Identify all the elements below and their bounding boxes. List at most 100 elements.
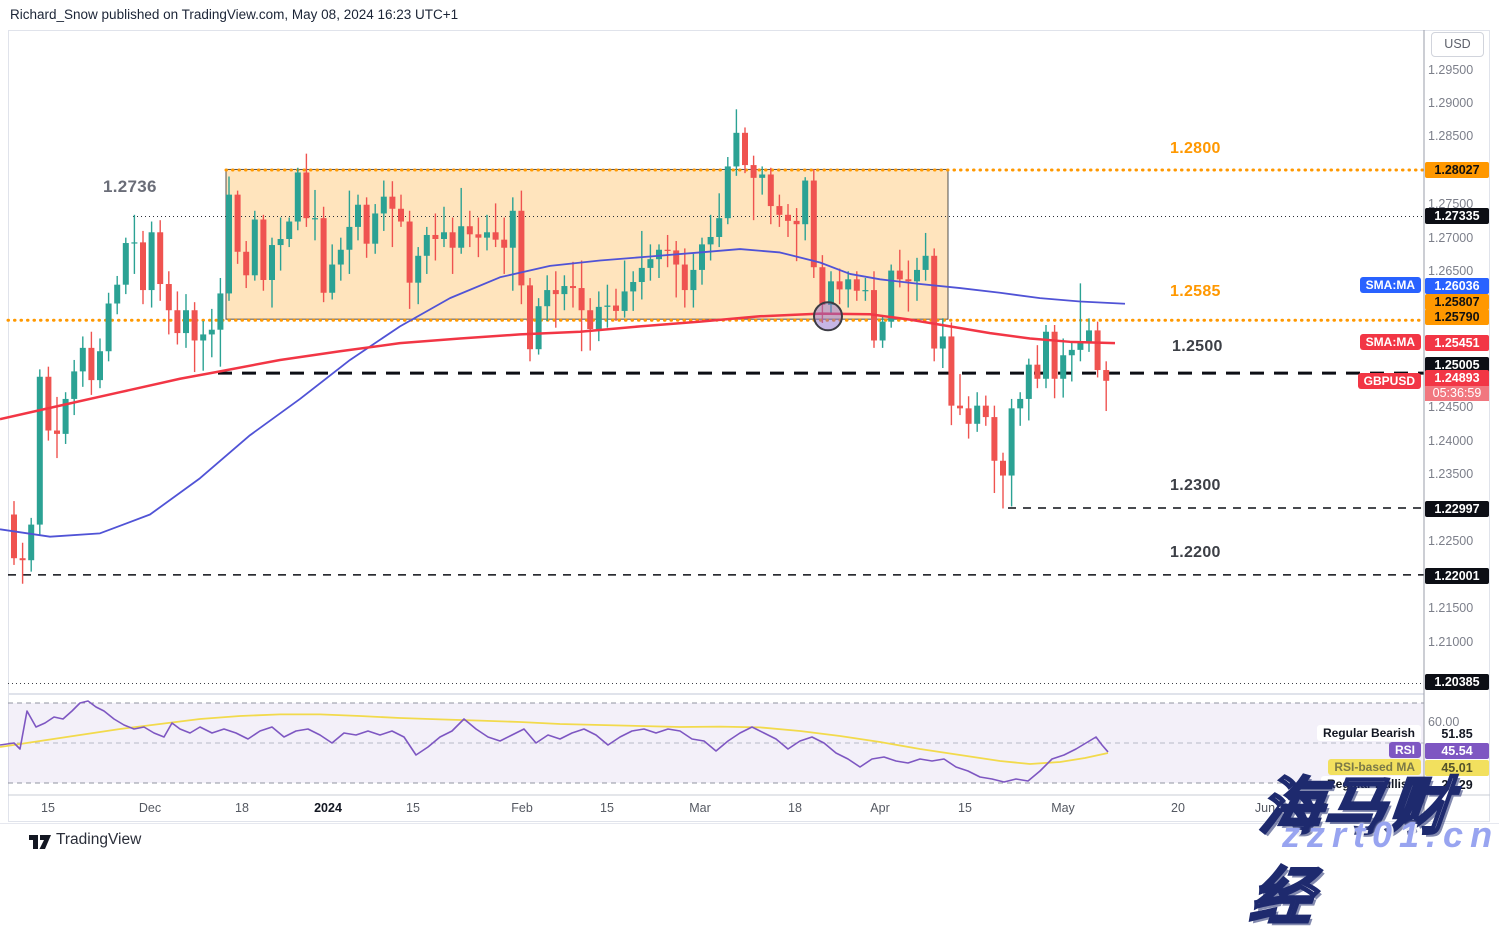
sma-blue-label: SMA:MA	[1359, 277, 1421, 293]
candle-body	[200, 334, 207, 341]
price-axis-label: 1.24500	[1428, 400, 1474, 414]
candle-body	[415, 255, 422, 283]
candle-body	[320, 218, 327, 293]
candle-body	[552, 290, 559, 295]
candle-body	[535, 306, 542, 350]
candle-body	[105, 303, 112, 352]
price-axis-badge: 1.26036	[1425, 278, 1489, 294]
rsi-line	[0, 700, 1109, 783]
candle-body	[355, 204, 361, 227]
currency-toggle-button[interactable]: USD	[1431, 32, 1484, 57]
candle-body	[544, 290, 551, 307]
time-axis-label: 15	[41, 801, 55, 815]
candle-body	[922, 255, 929, 270]
candle-body	[1000, 460, 1006, 476]
candle-body	[716, 218, 723, 237]
candle-body	[269, 245, 275, 280]
candle-body	[19, 558, 26, 561]
candle-body	[664, 249, 671, 251]
candle-body	[36, 376, 43, 525]
candle-body	[1103, 370, 1110, 381]
candle-body	[681, 264, 688, 291]
candle-body	[613, 305, 619, 311]
candle-body	[492, 232, 499, 240]
tradingview-logo-text[interactable]: TradingView	[56, 831, 142, 848]
regular-bearish-label: Regular Bearish	[1316, 725, 1421, 741]
candle-body	[621, 291, 628, 311]
price-axis-badge: 45.01	[1425, 760, 1489, 776]
candle-body	[750, 165, 757, 178]
candle-body	[217, 293, 224, 330]
candle-body	[1017, 398, 1024, 409]
time-axis-label: Dec	[138, 801, 162, 815]
price-axis-label: 1.26500	[1428, 264, 1474, 278]
candle-body	[819, 267, 826, 305]
badge-value: 45.54	[1441, 744, 1473, 758]
candle-body	[638, 267, 645, 283]
candle-body	[148, 232, 155, 291]
circle-annotation	[813, 301, 843, 332]
candle-body	[733, 132, 740, 167]
price-axis-badge: 1.28027	[1425, 162, 1489, 178]
candle-body	[767, 174, 774, 207]
badge-value: 1.25005	[1434, 358, 1480, 372]
candle-body	[88, 347, 95, 381]
badge-value: 1.26036	[1434, 279, 1480, 293]
candle-body	[208, 329, 215, 335]
tradingview-logo-icon[interactable]	[28, 832, 52, 857]
candle-body	[707, 236, 714, 245]
price-axis-label: 1.27500	[1428, 197, 1474, 211]
candle-body	[759, 174, 766, 178]
price-axis-badge: 1.25807	[1425, 294, 1489, 310]
sma-red-label: SMA:MA	[1359, 334, 1421, 350]
regular-bullish-label: Regular Bullish	[1320, 776, 1421, 792]
badge-value: 1.22001	[1434, 569, 1480, 583]
candle-body	[509, 210, 516, 248]
candle-body	[484, 232, 490, 238]
badge-value: 1.24893	[1434, 371, 1480, 385]
badge-value: 28.29	[1441, 778, 1473, 792]
candle-body	[398, 208, 404, 222]
rsi-label: RSI	[1388, 742, 1421, 758]
badge-value: 1.25807	[1434, 295, 1480, 309]
candle-body	[845, 279, 852, 290]
candle-body	[690, 269, 697, 291]
candle-body	[630, 282, 637, 292]
candle-body	[432, 234, 439, 239]
candle-body	[363, 204, 370, 244]
candle-body	[157, 232, 164, 285]
candle-body	[1077, 342, 1084, 350]
time-axis-label: Jun	[1254, 801, 1276, 815]
price-axis-label: 1.29000	[1428, 96, 1474, 110]
candle-body	[183, 310, 189, 334]
price-axis-label: 1.24000	[1428, 434, 1474, 448]
candle-body	[699, 244, 705, 270]
candle-body	[1008, 408, 1015, 476]
sma-blue-line	[0, 248, 1126, 538]
candle-body	[449, 232, 456, 248]
price-axis-label: 60.00	[1428, 715, 1460, 729]
candle-body	[71, 371, 78, 399]
candle-body	[372, 213, 379, 244]
badge-value: 51.85	[1441, 727, 1473, 741]
candle-body	[836, 281, 843, 290]
badge-value: 1.28027	[1434, 163, 1480, 177]
candle-body	[879, 321, 886, 341]
time-axis-label: 20	[1171, 801, 1185, 815]
candle-body	[1034, 364, 1041, 379]
candle-body	[62, 398, 69, 434]
countdown-timer: 05:36:59	[1425, 386, 1489, 401]
candle-body	[441, 232, 447, 239]
candle-body	[122, 243, 129, 285]
price-axis-badge: 45.54	[1425, 743, 1489, 759]
candle-body	[1068, 349, 1075, 356]
candle-body	[931, 255, 938, 349]
time-axis-label: 18	[788, 801, 802, 815]
candle-body	[656, 249, 662, 260]
price-axis-label: 1.21000	[1428, 635, 1474, 649]
price-axis-label: 1.21500	[1428, 601, 1474, 615]
candlestick-chart-canvas[interactable]	[0, 0, 1499, 857]
candle-body	[114, 284, 121, 304]
badge-value: 1.25451	[1434, 336, 1480, 350]
price-axis-badge: 1.22997	[1425, 501, 1489, 517]
